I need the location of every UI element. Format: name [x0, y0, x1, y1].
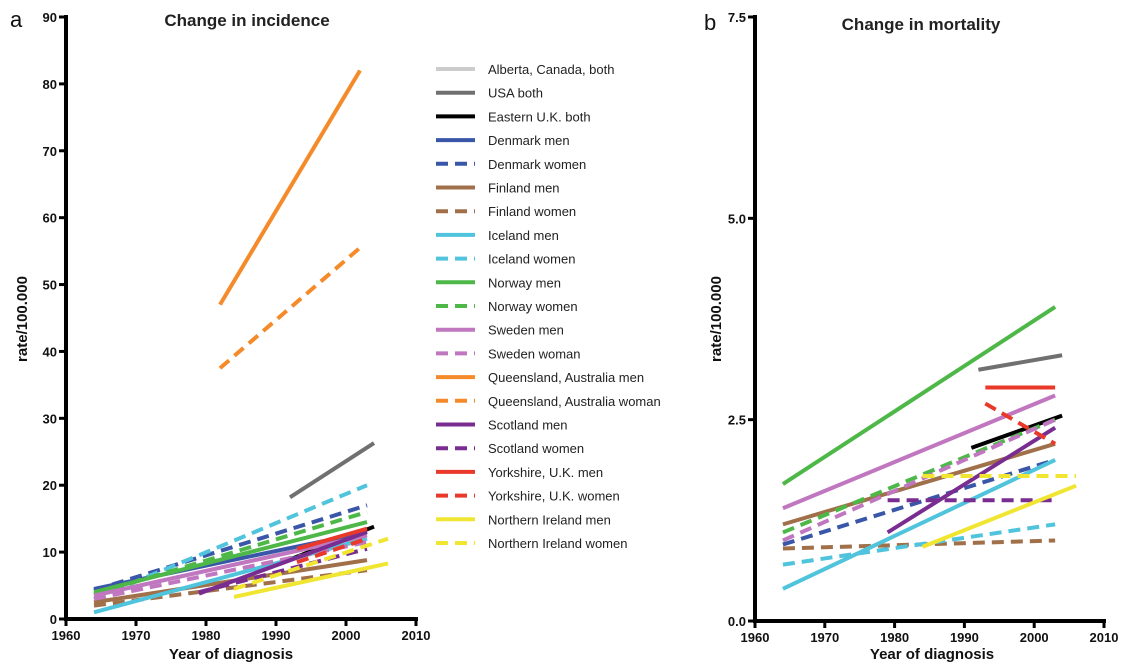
mortality-series-scotland-men — [886, 426, 1057, 535]
incidence-series-queensland-australia-men — [218, 69, 362, 306]
incidence-y-tick-label: 70 — [43, 144, 57, 159]
legend-label-scotland-men: Scotland men — [488, 418, 568, 433]
legend-label-finland-men: Finland men — [488, 181, 560, 196]
legend-label-finland-women: Finland women — [488, 204, 576, 219]
mortality-series-sweden-men — [782, 393, 1056, 511]
incidence-series-queensland-australia-woman — [218, 246, 362, 370]
incidence-series-sweden-woman — [93, 540, 368, 601]
incidence-y-tick-label: 50 — [43, 278, 57, 293]
panel-letter-b: b — [704, 10, 716, 35]
incidence-y-axis-label: rate/100.000 — [14, 276, 31, 362]
mortality-chart: b Change in mortality rate/100.000 Year … — [704, 10, 1118, 663]
mortality-series-northern-ireland-men — [921, 483, 1077, 549]
incidence-x-tick-label: 2000 — [332, 628, 361, 643]
mortality-y-tick-label: 5.0 — [728, 211, 746, 226]
incidence-series — [93, 69, 389, 615]
incidence-y-tick-label: 90 — [43, 10, 57, 25]
incidence-series-northern-ireland-women — [233, 536, 389, 591]
legend-label-alberta-canada-both: Alberta, Canada, both — [488, 62, 614, 77]
legend-label-queensland-australia-woman: Queensland, Australia woman — [488, 394, 661, 409]
incidence-x-tick-label: 1990 — [262, 628, 291, 643]
panel-letter-a: a — [10, 7, 23, 32]
incidence-chart: a Change in incidence rate/100.000 Year … — [10, 7, 430, 663]
incidence-series-northern-ireland-men — [233, 561, 389, 599]
incidence-x-tick-label: 1980 — [192, 628, 221, 643]
legend-label-norway-women: Norway women — [488, 299, 578, 314]
legend-label-denmark-women: Denmark women — [488, 157, 586, 172]
incidence-y-tick-label: 10 — [43, 545, 57, 560]
incidence-x-tick-label: 1960 — [52, 628, 81, 643]
mortality-x-tick-label: 2000 — [1020, 630, 1049, 645]
mortality-x-tick-label: 1990 — [950, 630, 979, 645]
incidence-y-tick-label: 40 — [43, 344, 57, 359]
incidence-y-tick-label: 60 — [43, 211, 57, 226]
incidence-series-sweden-men — [93, 533, 368, 598]
incidence-series-yorkshire-u-k-women — [296, 536, 368, 565]
legend-label-usa-both: USA both — [488, 86, 543, 101]
legend: Alberta, Canada, both USA both Eastern U.K… — [436, 62, 661, 551]
mortality-y-tick-label: 2.5 — [728, 413, 746, 428]
legend-label-denmark-men: Denmark men — [488, 133, 570, 148]
incidence-series-norway-women — [93, 510, 368, 597]
legend-label-yorkshire-u-k-men: Yorkshire, U.K. men — [488, 465, 603, 480]
legend-label-queensland-australia-men: Queensland, Australia men — [488, 370, 644, 385]
mortality-series-norway-women — [782, 417, 1056, 535]
legend-label-eastern-u-k-both: Eastern U.K. both — [488, 109, 591, 124]
incidence-y-tick-label: 0 — [50, 612, 57, 627]
mortality-x-tick-label: 1980 — [880, 630, 909, 645]
mortality-series-norway-men — [781, 305, 1057, 486]
mortality-y-tick-label: 7.5 — [728, 10, 746, 25]
incidence-series-denmark-women — [93, 503, 368, 593]
incidence-y-tick-label: 30 — [43, 411, 57, 426]
mortality-x-tick-label: 1970 — [810, 630, 839, 645]
mortality-series-iceland-women — [782, 522, 1056, 567]
incidence-axes: 0 10 20 30 40 50 60 70 80 90 1960 1970 1980 1990 2000 2… — [43, 10, 431, 643]
mortality-y-tick-label: 0.0 — [728, 614, 746, 629]
legend-label-norway-men: Norway men — [488, 275, 561, 290]
mortality-series-sweden-woman — [782, 417, 1056, 543]
mortality-x-tick-label: 2010 — [1090, 630, 1119, 645]
incidence-chart-title: Change in incidence — [164, 11, 329, 30]
incidence-series-scotland-women — [198, 546, 368, 595]
legend-label-iceland-men: Iceland men — [488, 228, 559, 243]
incidence-x-tick-label: 1970 — [122, 628, 151, 643]
incidence-series-yorkshire-u-k-men — [296, 526, 368, 551]
mortality-series-iceland-men — [782, 458, 1056, 591]
mortality-y-axis-label: rate/100.000 — [708, 276, 725, 362]
mortality-series-yorkshire-u-k-women — [984, 401, 1057, 446]
incidence-x-axis-label: Year of diagnosis — [169, 646, 293, 663]
incidence-x-tick-label: 2010 — [402, 628, 431, 643]
mortality-series-usa-both — [978, 353, 1063, 372]
mortality-x-tick-label: 1960 — [741, 630, 770, 645]
legend-label-northern-ireland-men: Northern Ireland men — [488, 512, 611, 527]
legend-label-scotland-women: Scotland women — [488, 441, 584, 456]
legend-label-yorkshire-u-k-women: Yorkshire, U.K. women — [488, 489, 620, 504]
mortality-x-axis-label: Year of diagnosis — [870, 646, 994, 663]
incidence-y-tick-label: 80 — [43, 77, 57, 92]
incidence-series-usa-both — [288, 441, 376, 499]
mortality-axes: 0.0 2.5 5.0 7.5 1960 1970 1980 1990 2000 2010 — [728, 10, 1119, 645]
mortality-series-denmark-women — [782, 458, 1056, 547]
mortality-chart-title: Change in mortality — [842, 15, 1001, 34]
legend-label-northern-ireland-women: Northern Ireland women — [488, 536, 627, 551]
mortality-series — [781, 305, 1077, 591]
legend-label-sweden-woman: Sweden woman — [488, 346, 581, 361]
legend-label-iceland-women: Iceland women — [488, 252, 575, 267]
legend-label-sweden-men: Sweden men — [488, 323, 564, 338]
incidence-y-tick-label: 20 — [43, 478, 57, 493]
